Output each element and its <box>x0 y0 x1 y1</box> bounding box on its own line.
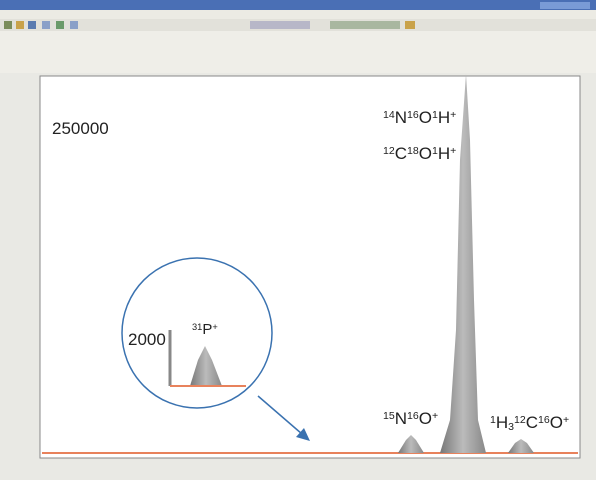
ion-label: 15N16O+ <box>383 409 438 428</box>
label-part: O <box>419 108 432 127</box>
ion-label: 12C18O1H+ <box>383 144 456 163</box>
scale-label: 250000 <box>52 119 109 138</box>
peak <box>508 439 534 453</box>
toolbar[interactable] <box>0 19 596 31</box>
zoom-circle <box>121 257 273 409</box>
peak <box>398 435 424 453</box>
label-part: + <box>563 414 569 426</box>
label-part: + <box>432 410 438 422</box>
window-controls[interactable] <box>540 2 590 9</box>
label-part: C <box>526 413 538 432</box>
menu-bar[interactable] <box>0 10 596 19</box>
ion-label: 14N16O1H+ <box>383 108 456 127</box>
label-part: O <box>419 409 432 428</box>
label-part: 1 <box>432 109 438 121</box>
label-part: 15 <box>383 410 395 422</box>
label-part: 18 <box>407 145 419 157</box>
label-part: 16 <box>407 410 419 422</box>
title-bar <box>0 0 596 10</box>
zoom-arrow <box>257 395 303 435</box>
zoom-arrowhead <box>296 428 310 441</box>
label-part: H <box>496 413 508 432</box>
ion-label: 31P+ <box>192 321 218 338</box>
label-part: 16 <box>407 109 419 121</box>
label-part: C <box>395 144 407 163</box>
label-part: O <box>419 144 432 163</box>
label-part: N <box>395 108 407 127</box>
label-part: + <box>212 322 217 332</box>
label-part: 3 <box>508 421 514 433</box>
label-part: P <box>202 321 212 338</box>
info-panel <box>0 31 596 73</box>
label-part: + <box>450 109 456 121</box>
peak <box>440 74 486 453</box>
label-part: 14 <box>383 109 395 121</box>
inset-peak <box>190 346 222 386</box>
label-part: 12 <box>514 414 526 426</box>
label-part: + <box>450 145 456 157</box>
ion-label: 1H312C16O+ <box>490 413 569 433</box>
label-part: 12 <box>383 145 395 157</box>
label-part: N <box>395 409 407 428</box>
label-part: 16 <box>538 414 550 426</box>
label-part: 1 <box>432 145 438 157</box>
label-part: O <box>550 413 563 432</box>
plot-area <box>39 75 581 459</box>
label-part: H <box>438 144 450 163</box>
label-part: 1 <box>490 414 496 426</box>
inset-scale-label: 2000 <box>128 330 166 349</box>
label-part: H <box>438 108 450 127</box>
label-part: 31 <box>192 322 202 332</box>
